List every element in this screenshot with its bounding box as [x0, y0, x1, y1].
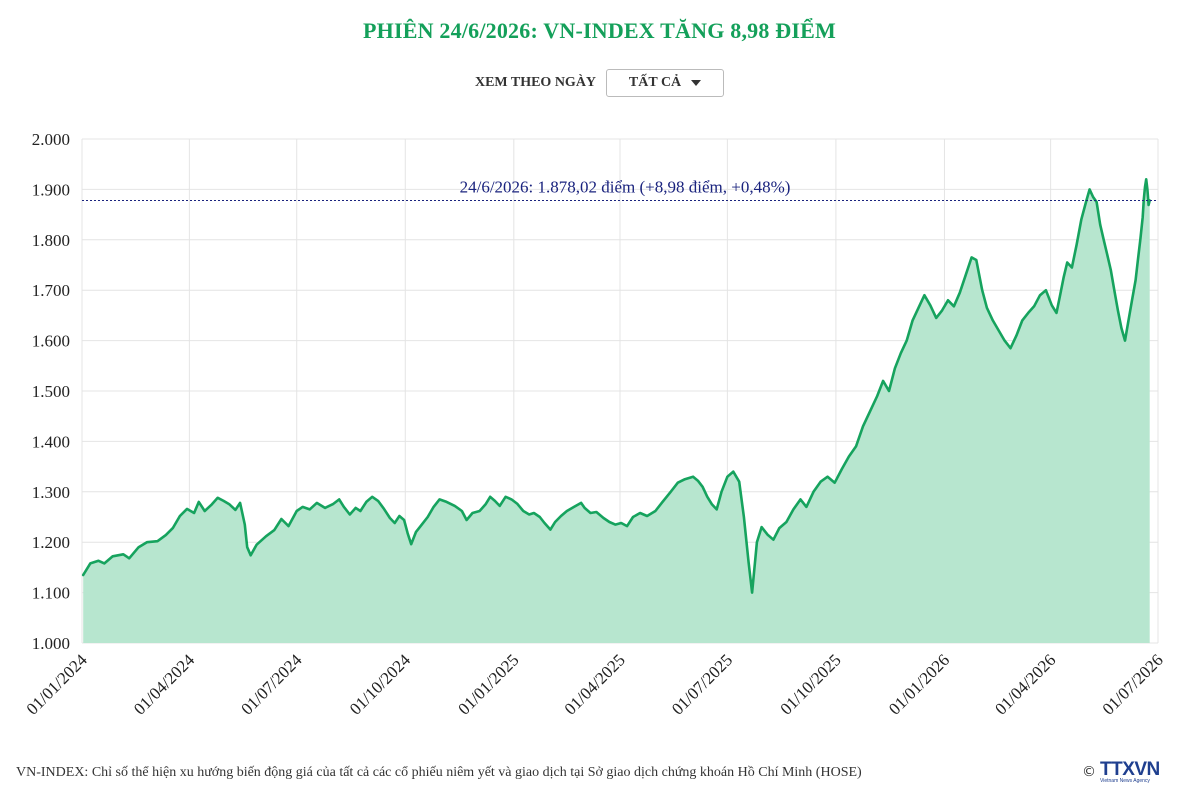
ttxvn-logo: TTXVN Vietnam News Agency	[1100, 759, 1160, 785]
y-tick-label: 1.300	[32, 483, 70, 502]
filter-label: XEM THEO NGÀY	[474, 75, 597, 90]
brand: © TTXVN Vietnam News Agency	[1082, 759, 1160, 785]
chevron-down-icon	[691, 80, 702, 86]
y-tick-label: 1.200	[32, 533, 70, 552]
ttxvn-logo-text: TTXVN	[1100, 759, 1160, 780]
x-tick-label: 01/10/2024	[346, 650, 415, 719]
x-tick-label: 01/04/2024	[130, 650, 199, 719]
y-tick-label: 1.400	[32, 432, 70, 451]
x-tick-label: 01/04/2025	[561, 650, 629, 718]
ttxvn-logo-subtitle: Vietnam News Agency	[1100, 778, 1150, 784]
y-tick-label: 2.000	[32, 130, 70, 149]
x-tick-label: 01/01/2026	[885, 650, 953, 718]
x-tick-label: 01/07/2025	[668, 650, 736, 718]
y-tick-label: 1.500	[32, 382, 70, 401]
x-tick-label: 01/04/2026	[991, 650, 1059, 718]
y-tick-label: 1.600	[32, 332, 70, 351]
series-line	[81, 178, 1151, 594]
reference-line-label: 24/6/2026: 1.878,02 điểm (+8,98 điểm, +0…	[460, 177, 791, 196]
copyright-symbol: ©	[1082, 764, 1096, 780]
y-tick-label: 1.700	[32, 281, 70, 300]
y-tick-label: 1.800	[32, 231, 70, 250]
x-tick-label: 01/10/2025	[777, 650, 845, 718]
period-dropdown[interactable]: TẤT CẢ	[606, 69, 725, 97]
x-tick-label: 01/01/2024	[23, 650, 92, 719]
y-tick-label: 1.900	[32, 180, 70, 199]
x-tick-label: 01/07/2024	[237, 650, 306, 719]
period-dropdown-value: TẤT CẢ	[628, 75, 682, 90]
x-tick-label: 01/07/2026	[1099, 650, 1167, 718]
y-tick-label: 1.000	[32, 634, 70, 653]
x-tick-label: 01/01/2025	[454, 650, 522, 718]
date-filter: XEM THEO NGÀY TẤT CẢ	[0, 69, 1199, 97]
y-tick-label: 1.100	[32, 584, 70, 603]
series-area	[83, 179, 1150, 644]
chart-title: PHIÊN 24/6/2026: VN-INDEX TĂNG 8,98 ĐIỂM	[363, 18, 836, 43]
footnote: VN-INDEX: Chỉ số thể hiện xu hướng biến …	[16, 765, 862, 780]
